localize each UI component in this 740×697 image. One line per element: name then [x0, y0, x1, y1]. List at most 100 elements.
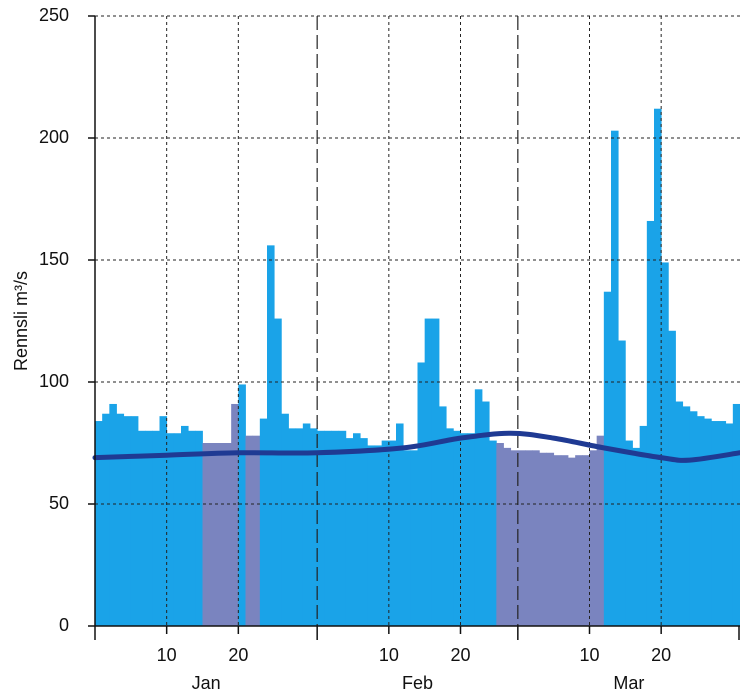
- x-tick-label: 10: [157, 645, 177, 665]
- bar: [718, 421, 727, 626]
- bar: [310, 428, 318, 626]
- bar: [532, 450, 540, 626]
- y-axis-label: Rennsli m³/s: [11, 271, 31, 371]
- bar: [446, 428, 454, 626]
- bar: [209, 443, 218, 626]
- bar: [646, 220, 655, 626]
- y-tick-label: 200: [39, 127, 69, 147]
- bar: [367, 445, 375, 626]
- bar: [661, 262, 669, 626]
- y-tick-label: 50: [49, 493, 69, 513]
- bar: [596, 435, 605, 626]
- bar: [202, 443, 211, 626]
- bar: [711, 421, 719, 626]
- bar: [611, 130, 619, 626]
- bar: [195, 430, 203, 626]
- bar: [259, 418, 268, 626]
- x-tick-label: 20: [651, 645, 671, 665]
- bar: [689, 411, 698, 626]
- bar: [668, 330, 676, 626]
- bar: [353, 433, 361, 626]
- bar: [360, 438, 368, 626]
- bar: [102, 413, 110, 626]
- x-tick-label: 10: [379, 645, 399, 665]
- bar: [152, 430, 160, 626]
- x-tick-label: 20: [450, 645, 470, 665]
- bar: [732, 403, 740, 626]
- bar: [589, 450, 598, 626]
- y-tick-label: 250: [39, 5, 69, 25]
- bar: [560, 455, 569, 626]
- bar: [618, 340, 626, 626]
- y-tick-label: 100: [39, 371, 69, 391]
- bar: [403, 450, 411, 626]
- bar: [625, 440, 633, 626]
- bar: [453, 430, 461, 626]
- bar: [116, 413, 125, 626]
- bar: [295, 428, 304, 626]
- bar: [145, 430, 153, 626]
- bar: [474, 389, 483, 626]
- bar: [467, 433, 476, 626]
- bar: [489, 440, 497, 626]
- bar: [654, 108, 662, 627]
- bar: [424, 318, 433, 626]
- bar: [546, 452, 555, 626]
- bar: [553, 455, 562, 626]
- bar: [568, 457, 576, 626]
- bar: [704, 418, 712, 626]
- bar: [274, 318, 282, 626]
- bar: [675, 401, 684, 626]
- month-label: Jan: [192, 673, 221, 693]
- bar: [231, 403, 239, 626]
- bar: [482, 401, 490, 626]
- bar: [374, 445, 383, 626]
- bar: [181, 425, 189, 626]
- bar: [503, 447, 512, 626]
- month-label: Mar: [613, 673, 644, 693]
- bar: [345, 438, 354, 626]
- bar: [331, 430, 340, 626]
- bar: [173, 433, 182, 626]
- bar: [188, 430, 196, 626]
- bar: [682, 406, 691, 626]
- bar: [166, 433, 175, 626]
- bar: [725, 423, 734, 626]
- x-tick-label: 20: [228, 645, 248, 665]
- bar: [388, 440, 397, 626]
- bar: [216, 443, 225, 626]
- bar: [632, 447, 641, 626]
- bar: [302, 423, 311, 626]
- month-label: Feb: [402, 673, 433, 693]
- x-tick-label: 10: [579, 645, 599, 665]
- y-tick-label: 0: [59, 615, 69, 635]
- bar: [575, 455, 583, 626]
- bar: [324, 430, 332, 626]
- bar: [496, 443, 504, 626]
- bar: [417, 362, 426, 626]
- bar: [410, 450, 418, 626]
- bar: [639, 425, 648, 626]
- bar: [317, 430, 325, 626]
- bar: [245, 435, 254, 626]
- bar: [138, 430, 146, 626]
- y-tick-label: 150: [39, 249, 69, 269]
- bar: [281, 413, 289, 626]
- bar: [525, 450, 533, 626]
- bar: [697, 416, 705, 626]
- bar: [539, 452, 547, 626]
- bar: [95, 421, 103, 626]
- bar: [123, 416, 132, 626]
- bar: [109, 403, 117, 626]
- bar: [224, 443, 232, 626]
- bar: [252, 435, 261, 626]
- bar: [460, 433, 469, 626]
- bar: [381, 440, 390, 626]
- bar: [288, 428, 297, 626]
- bar: [582, 455, 590, 626]
- bar: [603, 291, 612, 626]
- bar: [510, 450, 519, 626]
- bar: [130, 416, 139, 626]
- bar: [238, 384, 246, 626]
